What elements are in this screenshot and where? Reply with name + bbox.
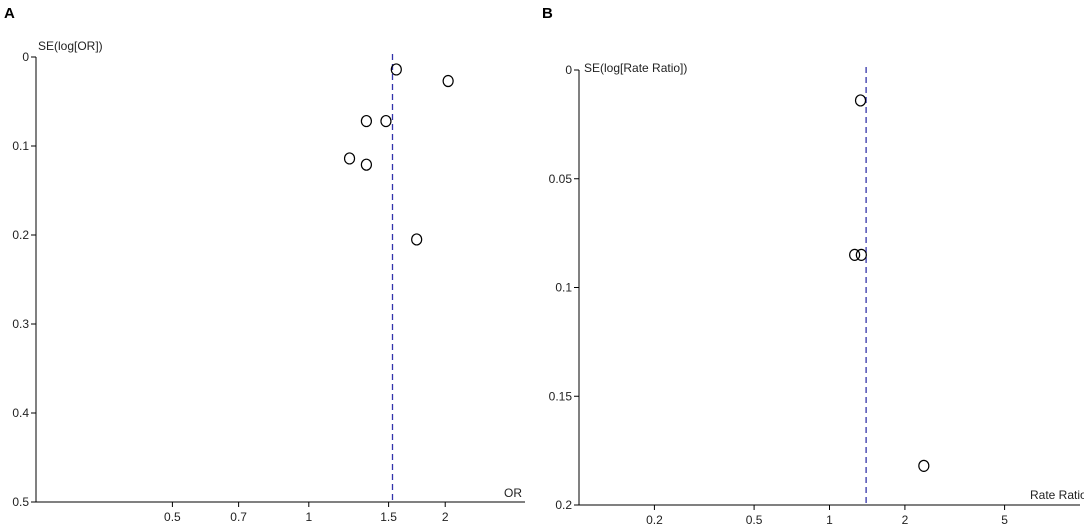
x-tick-label-a: 1	[305, 510, 312, 524]
study-point-b	[849, 248, 861, 261]
axes-a: 0 0.1 0.2 0.3 0.4 0.5 0.5 0.7 1 1.5 2	[12, 50, 525, 524]
study-point-b	[918, 459, 930, 472]
axes-b: 0 0.05 0.1 0.15 0.2 0.2 0.5 1 2 5	[549, 63, 1080, 527]
x-tick-label-b: 1	[826, 513, 833, 527]
study-point-a	[380, 114, 392, 128]
study-point-b	[855, 248, 867, 261]
x-tick-label-b: 2	[902, 513, 909, 527]
study-point-a	[360, 158, 373, 171]
study-point-a	[442, 74, 454, 88]
x-tick-label-a: 2	[442, 510, 449, 524]
marks-b	[849, 67, 930, 505]
x-tick-label-b: 0.5	[746, 513, 763, 527]
panel-label-b: B	[542, 5, 553, 22]
y-tick-label-a: 0.4	[12, 406, 29, 420]
study-point-a	[390, 63, 402, 76]
study-point-b	[854, 94, 867, 107]
y-axis-title-b: SE(log[Rate Ratio])	[584, 61, 687, 75]
y-tick-label-a: 0.3	[12, 317, 29, 331]
x-tick-label-a: 1.5	[380, 510, 397, 524]
y-axis-title-a: SE(log[OR])	[38, 39, 103, 53]
y-tick-label-a: 0.2	[12, 228, 29, 242]
y-tick-label-a: 0.5	[12, 495, 29, 509]
marks-a	[343, 54, 454, 502]
y-tick-label-b: 0.2	[555, 498, 572, 512]
y-tick-label-b: 0	[565, 63, 572, 77]
study-point-a	[360, 114, 373, 128]
x-axis-title-b: Rate Ratio	[1030, 488, 1084, 502]
y-tick-label-a: 0	[22, 50, 29, 64]
y-tick-label-a: 0.1	[12, 139, 29, 153]
funnel-plot-panel-a: A SE(log[OR]) OR 0 0.1 0.2 0.3 0.4 0.5 0.5 0.7 1…	[4, 5, 525, 524]
y-tick-label-b: 0.1	[555, 281, 572, 295]
y-tick-label-b: 0.05	[549, 172, 573, 186]
y-tick-label-b: 0.15	[549, 389, 573, 403]
study-point-a	[411, 233, 423, 246]
study-point-a	[343, 152, 356, 165]
x-tick-label-b: 0.2	[646, 513, 663, 527]
x-axis-title-a: OR	[504, 486, 522, 500]
x-tick-label-b: 5	[1001, 513, 1008, 527]
x-tick-label-a: 0.7	[230, 510, 247, 524]
funnel-plot-panel-b: B SE(log[Rate Ratio]) Rate Ratio 0 0.05 0.…	[542, 5, 1084, 527]
panel-label-a: A	[4, 5, 15, 22]
x-tick-label-a: 0.5	[164, 510, 181, 524]
